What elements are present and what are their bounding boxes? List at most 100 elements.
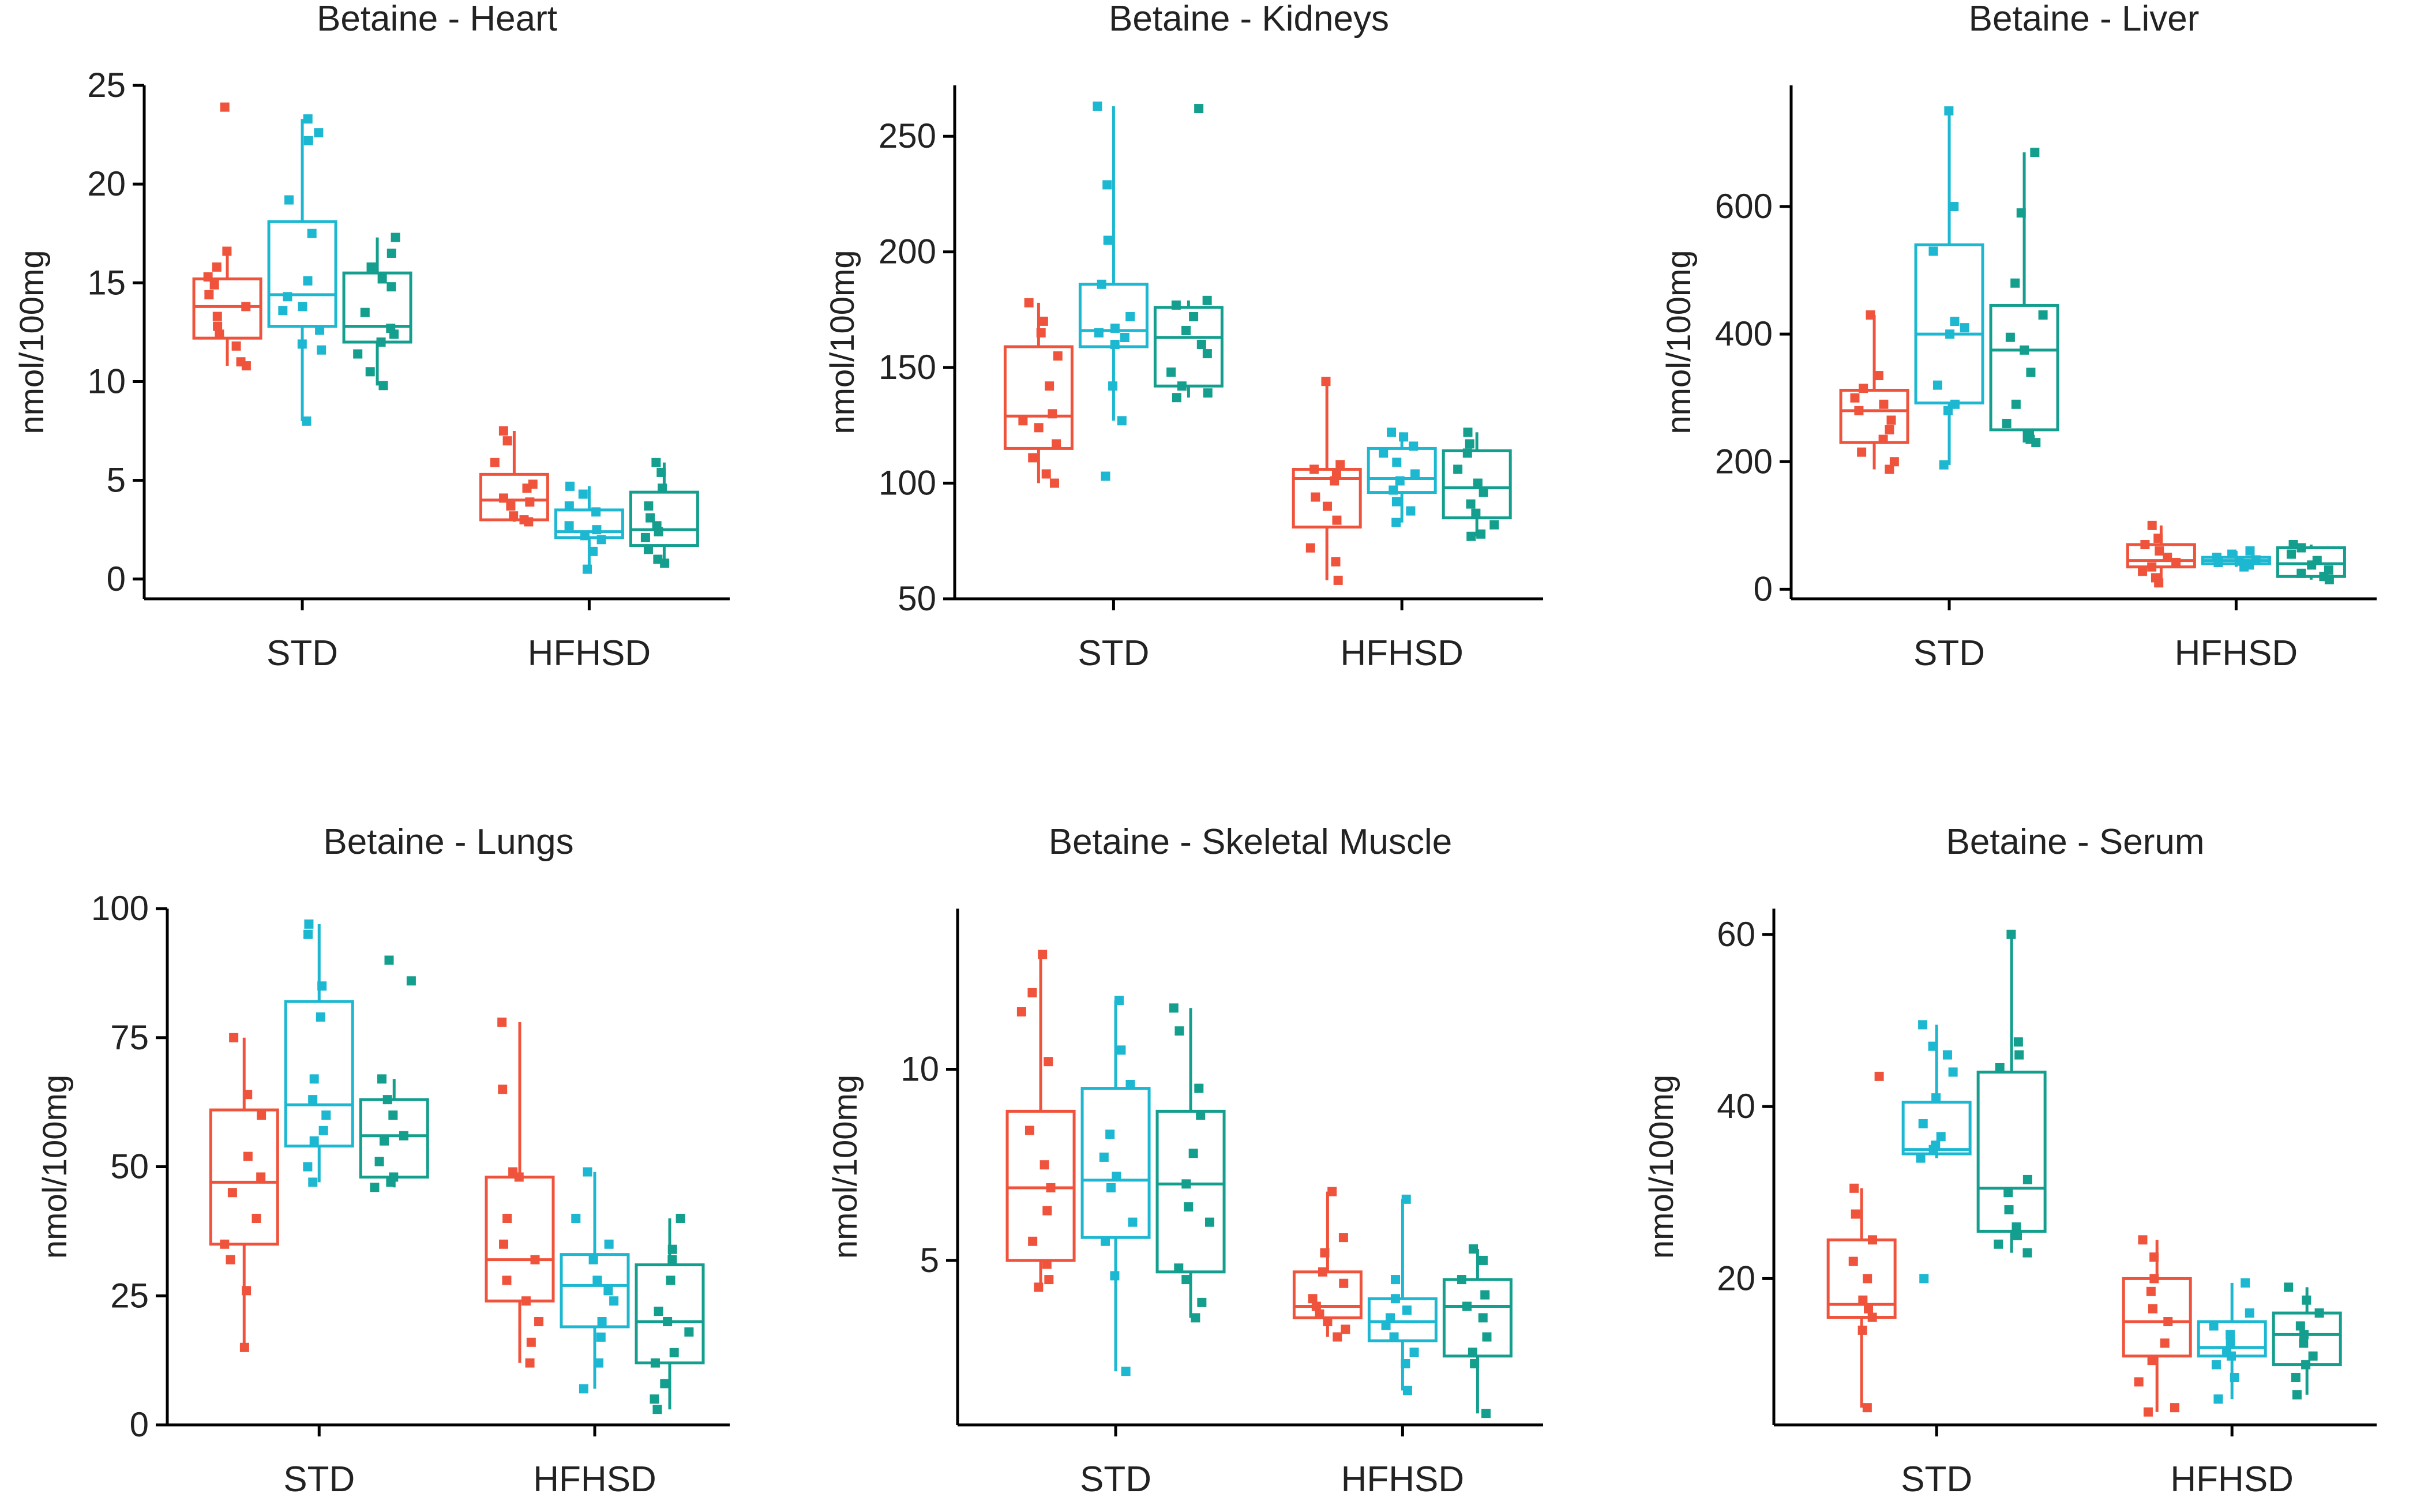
data-point — [2138, 1235, 2148, 1245]
data-point — [1919, 1274, 1929, 1284]
data-point — [2170, 1403, 2179, 1413]
data-point — [1331, 557, 1341, 566]
box-iqr — [1153, 306, 1224, 388]
data-point — [2308, 1351, 2318, 1361]
data-point — [1995, 1063, 2005, 1072]
data-point — [1125, 312, 1135, 321]
data-point — [1341, 1325, 1350, 1334]
data-point — [2209, 1321, 2219, 1331]
box-group-3-std — [342, 232, 412, 391]
data-point — [1174, 1026, 1184, 1036]
box-group-3-std — [1989, 148, 2059, 448]
data-point — [1114, 996, 1124, 1006]
y-tick-label: 250 — [879, 117, 936, 155]
data-point — [1110, 340, 1120, 350]
data-point — [1181, 1179, 1191, 1189]
box-iqr — [1367, 447, 1437, 494]
data-point — [1174, 1263, 1184, 1273]
data-point — [2324, 575, 2334, 584]
box-iqr — [629, 490, 699, 547]
data-point — [1128, 1217, 1138, 1227]
box-group-3-hfhsd — [2272, 1282, 2342, 1400]
data-point — [1125, 1079, 1135, 1089]
data-point — [1044, 1057, 1053, 1067]
data-point — [1466, 499, 1476, 509]
box-iqr — [1155, 1109, 1226, 1274]
data-point — [2147, 562, 2157, 572]
data-point — [1478, 1255, 1488, 1265]
data-point — [2154, 578, 2164, 588]
box-iqr — [1292, 467, 1362, 529]
y-axis-label: nmol/100mg — [827, 1075, 864, 1259]
box-iqr — [1914, 243, 1984, 405]
data-point — [377, 1074, 386, 1084]
data-point — [1016, 1007, 1026, 1016]
data-point — [303, 136, 313, 145]
data-point — [1468, 1348, 1477, 1357]
data-point — [684, 1327, 694, 1337]
data-point — [2031, 438, 2041, 448]
data-point — [2143, 1407, 2153, 1417]
data-point — [1388, 485, 1398, 495]
data-point — [1322, 501, 1332, 511]
data-point — [1181, 325, 1191, 335]
data-point — [1471, 508, 1481, 518]
data-point — [1886, 415, 1896, 425]
y-tick-label: 60 — [1717, 915, 1755, 954]
data-point — [1916, 1153, 1926, 1163]
y-axis-label: nmol/100mg — [824, 250, 861, 434]
data-point — [643, 545, 653, 554]
box-group-1-hfhsd — [1292, 377, 1362, 585]
data-point — [2160, 1338, 2170, 1348]
data-point — [317, 345, 327, 355]
data-point — [1409, 441, 1418, 451]
data-point — [650, 1358, 660, 1368]
x-tick-label: STD — [283, 1460, 355, 1499]
data-point — [1044, 1275, 1054, 1285]
data-point — [2301, 1360, 2311, 1370]
box-group-3-std — [1153, 104, 1224, 403]
box-group-1-hfhsd — [485, 1017, 555, 1368]
y-tick-label: 150 — [879, 348, 936, 387]
data-point — [2006, 929, 2016, 939]
box-iqr — [1078, 283, 1149, 348]
data-point — [1453, 464, 1463, 474]
box-group-2-hfhsd — [2201, 546, 2271, 572]
data-point — [1112, 1172, 1121, 1181]
data-point — [1928, 1041, 1938, 1051]
data-point — [1401, 1194, 1411, 1204]
data-point — [1857, 1325, 1867, 1335]
y-tick-label: 50 — [110, 1147, 149, 1186]
data-point — [658, 483, 667, 493]
data-point — [1410, 469, 1420, 479]
data-point — [376, 337, 386, 347]
data-point — [1470, 1359, 1480, 1368]
data-point — [1863, 1274, 1872, 1284]
data-point — [1315, 1309, 1324, 1319]
data-point — [203, 272, 213, 282]
y-tick-label: 200 — [879, 232, 936, 271]
data-point — [257, 1110, 267, 1120]
data-point — [308, 1177, 318, 1187]
box-iqr — [2276, 546, 2346, 578]
data-point — [1457, 1275, 1466, 1285]
x-tick-label: HFHSD — [2170, 1460, 2294, 1499]
data-point — [1379, 448, 1388, 458]
data-point — [2155, 546, 2164, 556]
data-point — [1948, 1067, 1958, 1077]
data-point — [226, 1255, 235, 1265]
data-point — [1482, 1332, 1492, 1342]
data-point — [1858, 1295, 1868, 1305]
data-point — [215, 329, 224, 339]
data-point — [391, 232, 400, 242]
box-group-2-std — [1078, 102, 1149, 481]
data-point — [1333, 575, 1343, 585]
data-point — [1333, 1332, 1342, 1342]
data-point — [2148, 1304, 2157, 1314]
data-point — [499, 1239, 509, 1249]
data-point — [502, 436, 512, 446]
data-point — [309, 1136, 319, 1146]
data-point — [1320, 1248, 1330, 1258]
y-tick-label: 0 — [1754, 569, 1773, 608]
box-iqr — [1442, 449, 1512, 520]
